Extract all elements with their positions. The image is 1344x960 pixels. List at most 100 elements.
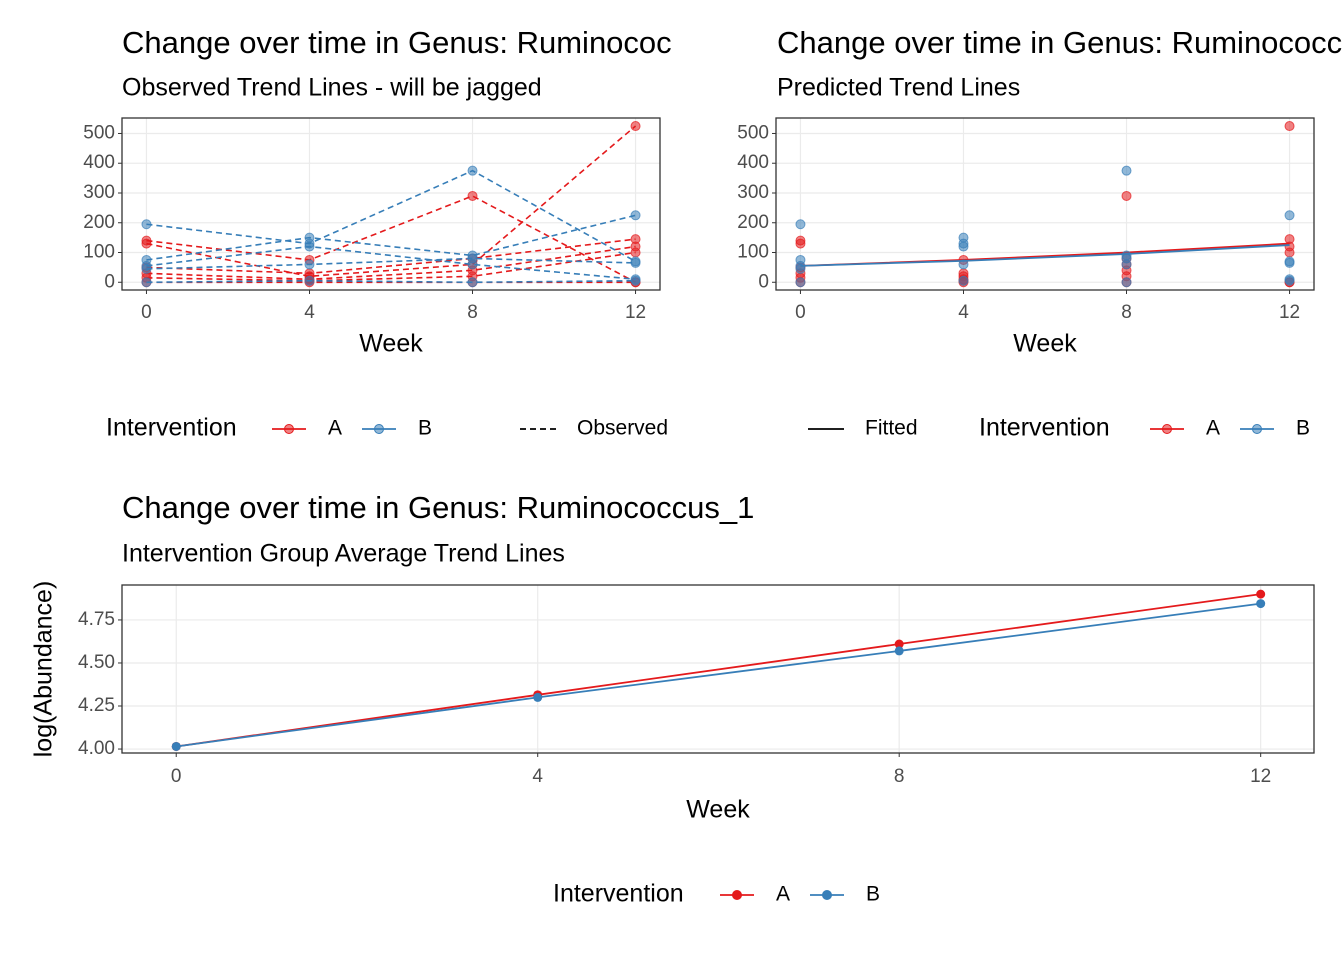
x-tick-label: 0: [141, 302, 152, 323]
point: [533, 692, 543, 702]
point: [1284, 247, 1295, 258]
legend-title: Intervention: [979, 414, 1110, 442]
x-tick-label: 8: [894, 766, 905, 787]
x-tick-label: 4: [532, 766, 543, 787]
legend-label: B: [1296, 417, 1310, 440]
y-tick-label: 500: [83, 122, 115, 143]
x-tick-label: 0: [795, 302, 806, 323]
y-tick-label: 500: [737, 122, 769, 143]
point: [630, 275, 641, 286]
legend-key: [732, 890, 742, 900]
point: [958, 259, 969, 270]
point: [894, 639, 904, 649]
y-tick-label: 400: [737, 152, 769, 173]
legend-label: B: [866, 883, 880, 906]
x-tick-label: 8: [1121, 302, 1132, 323]
y-tick-label: 200: [737, 212, 769, 233]
y-tick-label: 4.00: [78, 738, 115, 759]
chart-title: Change over time in Genus: Ruminococcus_…: [122, 25, 754, 60]
trend-line: [146, 125, 637, 278]
y-tick-label: 0: [758, 271, 769, 292]
y-tick-label: 100: [83, 242, 115, 263]
point: [171, 741, 181, 751]
chart-title: Change over time in Genus: Ruminococcus_…: [777, 25, 1344, 60]
chart-subtitle: Observed Trend Lines - will be jagged: [122, 74, 542, 102]
trend-line: [176, 593, 1261, 748]
point: [141, 277, 152, 288]
trend-line: [146, 214, 636, 261]
point: [630, 121, 641, 132]
legend-label: A: [328, 417, 342, 440]
y-tick-label: 4.25: [78, 695, 115, 716]
point: [630, 247, 641, 258]
point: [141, 238, 152, 249]
trend-line: [146, 251, 636, 282]
point: [304, 232, 315, 243]
trend-line: [146, 257, 636, 270]
point: [795, 238, 806, 249]
x-axis-title: Week: [359, 330, 423, 358]
y-axis-title: log(Abundance): [30, 581, 58, 758]
trend-line: [146, 169, 636, 263]
legend-label: Observed: [577, 417, 668, 440]
plot-border: [121, 117, 661, 291]
point: [467, 165, 478, 176]
chart-subtitle: Intervention Group Average Trend Lines: [122, 540, 565, 568]
point: [304, 259, 315, 270]
panel: Change over time in Genus: Ruminococcus_…: [30, 490, 1315, 908]
plot-background: [776, 118, 1314, 290]
x-tick-label: 4: [304, 302, 315, 323]
trend-line: [146, 279, 636, 284]
x-tick-label: 4: [958, 302, 969, 323]
point: [1284, 121, 1295, 132]
legend-label: A: [776, 883, 790, 906]
legend-key: [284, 424, 294, 434]
point: [304, 275, 315, 286]
y-tick-label: 300: [83, 182, 115, 203]
chart-title: Change over time in Genus: Ruminococcus_…: [122, 490, 754, 525]
fitted-line: [800, 244, 1290, 267]
plot-background: [122, 118, 660, 290]
point: [467, 190, 478, 201]
legend-label: Fitted: [865, 417, 918, 440]
plot-border: [121, 584, 1315, 754]
trend-line: [146, 195, 636, 283]
point: [1284, 275, 1295, 286]
point: [795, 277, 806, 288]
point: [467, 277, 478, 288]
x-tick-label: 12: [1279, 302, 1300, 323]
point: [958, 241, 969, 252]
y-tick-label: 0: [104, 271, 115, 292]
x-tick-label: 12: [1250, 766, 1271, 787]
legend-title: Intervention: [106, 414, 237, 442]
point: [1256, 599, 1266, 609]
legend-title: Intervention: [553, 880, 684, 908]
point: [1256, 589, 1266, 599]
x-axis-title: Week: [686, 796, 750, 824]
point: [630, 257, 641, 268]
trend-line: [146, 245, 636, 281]
y-tick-label: 400: [83, 152, 115, 173]
legend-label: A: [1206, 417, 1220, 440]
chart-subtitle: Predicted Trend Lines: [777, 74, 1020, 102]
point: [630, 210, 641, 221]
trend-line: [146, 238, 636, 275]
point: [1284, 257, 1295, 268]
point: [1121, 277, 1132, 288]
point: [141, 263, 152, 274]
y-tick-label: 4.75: [78, 609, 115, 630]
panel: Change over time in Genus: Ruminococcus_…: [737, 25, 1344, 441]
point: [894, 646, 904, 656]
point: [467, 253, 478, 264]
x-tick-label: 12: [625, 302, 646, 323]
x-tick-label: 0: [171, 766, 182, 787]
legend-key: [374, 424, 384, 434]
legend-key: [1252, 424, 1262, 434]
point: [958, 275, 969, 286]
panel: Change over time in Genus: Ruminococcus_…: [83, 25, 754, 442]
trend-line: [146, 245, 636, 281]
x-tick-label: 8: [467, 302, 478, 323]
y-tick-label: 4.50: [78, 652, 115, 673]
point: [958, 232, 969, 243]
